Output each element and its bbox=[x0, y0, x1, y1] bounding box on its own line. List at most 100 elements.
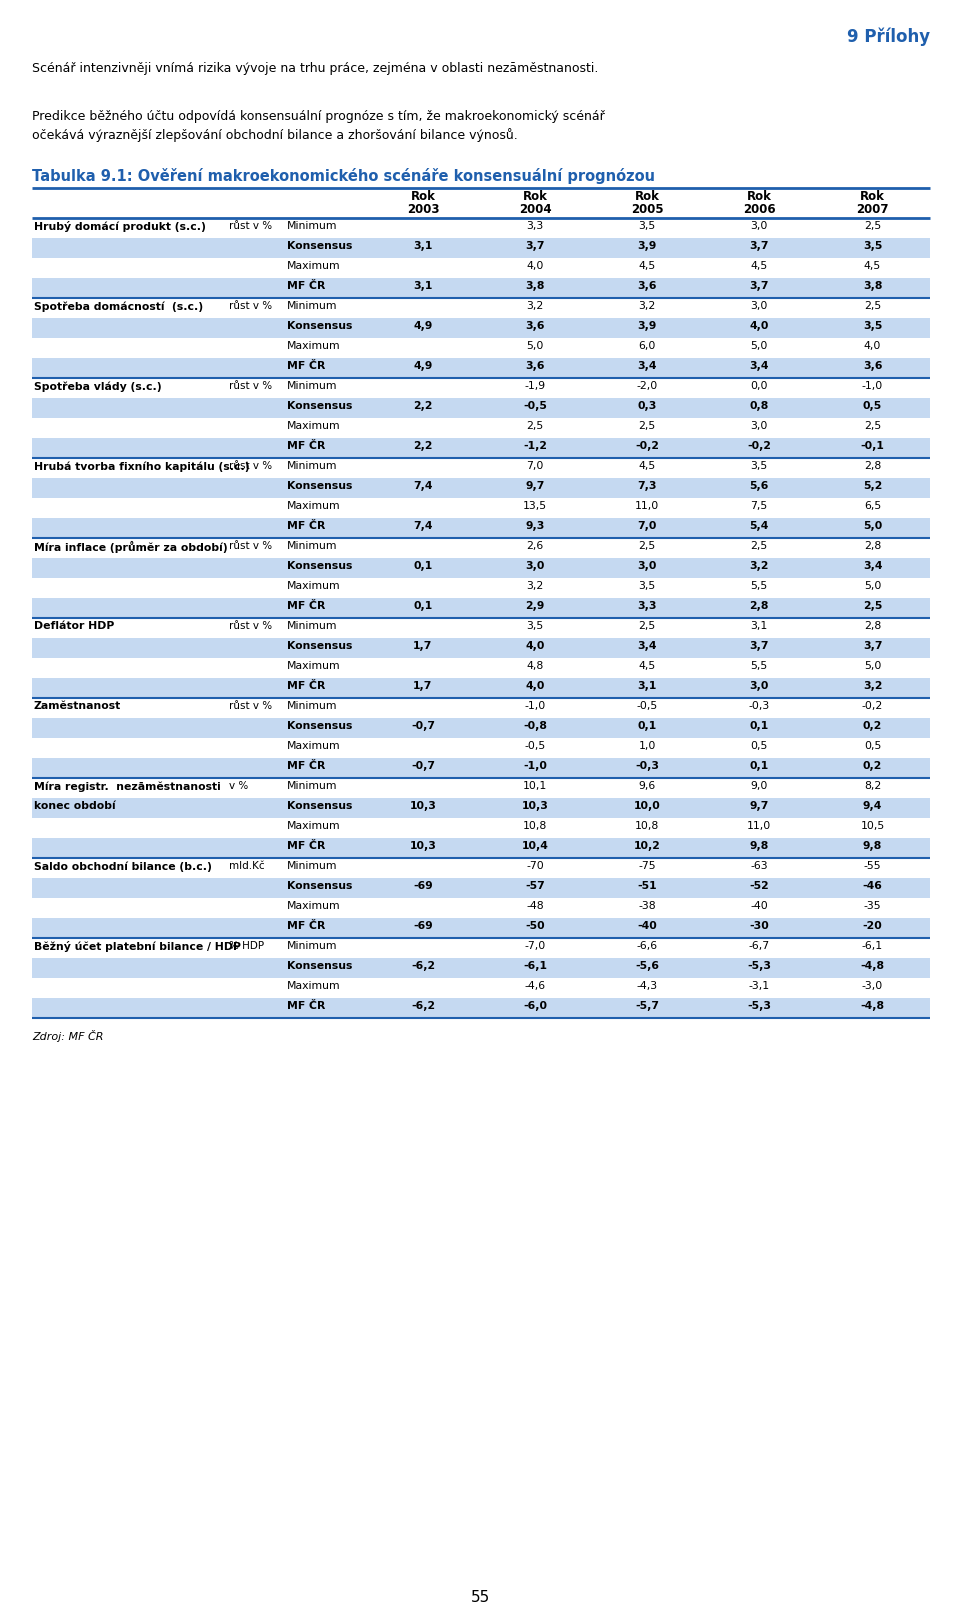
Text: růst v %: růst v % bbox=[229, 541, 272, 551]
Text: Tabulka 9.1: Ověření makroekonomického scénáře konsensuální prognózou: Tabulka 9.1: Ověření makroekonomického s… bbox=[32, 168, 655, 184]
Text: 3,8: 3,8 bbox=[863, 281, 882, 291]
Bar bbox=[32, 359, 930, 378]
Text: 3,1: 3,1 bbox=[637, 680, 657, 692]
Bar bbox=[32, 378, 930, 398]
Text: Konsensus: Konsensus bbox=[287, 482, 352, 491]
Text: -30: -30 bbox=[749, 921, 769, 931]
Text: -0,7: -0,7 bbox=[411, 721, 435, 730]
Text: 3,0: 3,0 bbox=[751, 221, 768, 231]
Text: Konsensus: Konsensus bbox=[287, 802, 352, 811]
Bar bbox=[32, 558, 930, 579]
Bar bbox=[32, 617, 930, 638]
Text: 3,5: 3,5 bbox=[638, 582, 656, 591]
Text: 3,4: 3,4 bbox=[863, 561, 882, 570]
Bar bbox=[32, 638, 930, 658]
Text: 9,7: 9,7 bbox=[525, 482, 544, 491]
Text: 2,8: 2,8 bbox=[864, 461, 881, 470]
Bar bbox=[32, 918, 930, 937]
Text: 3,6: 3,6 bbox=[525, 360, 544, 372]
Text: 3,7: 3,7 bbox=[749, 241, 769, 250]
Text: 9 Přílohy: 9 Přílohy bbox=[847, 27, 930, 47]
Text: Maximum: Maximum bbox=[287, 422, 341, 431]
Text: Maximum: Maximum bbox=[287, 341, 341, 351]
Text: 0,1: 0,1 bbox=[750, 761, 769, 771]
Text: 3,9: 3,9 bbox=[637, 241, 657, 250]
Bar bbox=[32, 877, 930, 898]
Text: -63: -63 bbox=[750, 861, 768, 871]
Text: růst v %: růst v % bbox=[229, 701, 272, 711]
Text: Minimum: Minimum bbox=[287, 941, 338, 950]
Text: 0,1: 0,1 bbox=[414, 601, 433, 611]
Text: 9,0: 9,0 bbox=[751, 781, 768, 790]
Text: 4,5: 4,5 bbox=[638, 661, 656, 671]
Bar bbox=[32, 478, 930, 498]
Text: Minimum: Minimum bbox=[287, 621, 338, 630]
Text: -6,6: -6,6 bbox=[636, 941, 658, 950]
Text: 2004: 2004 bbox=[518, 204, 551, 217]
Text: -2,0: -2,0 bbox=[636, 381, 658, 391]
Text: 10,1: 10,1 bbox=[523, 781, 547, 790]
Text: 10,0: 10,0 bbox=[634, 802, 660, 811]
Text: -0,3: -0,3 bbox=[635, 761, 659, 771]
Text: Konsensus: Konsensus bbox=[287, 642, 352, 651]
Text: -70: -70 bbox=[526, 861, 544, 871]
Text: 4,5: 4,5 bbox=[751, 262, 768, 271]
Text: 4,0: 4,0 bbox=[526, 262, 543, 271]
Text: 3,7: 3,7 bbox=[749, 281, 769, 291]
Text: 3,0: 3,0 bbox=[750, 680, 769, 692]
Text: 10,8: 10,8 bbox=[635, 821, 660, 831]
Text: Predikce běžného účtu odpovídá konsensuální prognóze s tím, že makroekonomický s: Predikce běžného účtu odpovídá konsensuá… bbox=[32, 110, 605, 123]
Text: 2,2: 2,2 bbox=[413, 441, 433, 451]
Text: růst v %: růst v % bbox=[229, 381, 272, 391]
Text: Konsensus: Konsensus bbox=[287, 241, 352, 250]
Bar bbox=[32, 278, 930, 297]
Text: -5,3: -5,3 bbox=[747, 1000, 771, 1012]
Text: 9,6: 9,6 bbox=[638, 781, 656, 790]
Text: 3,7: 3,7 bbox=[525, 241, 544, 250]
Text: Hrubá tvorba fixního kapitálu (s.c.): Hrubá tvorba fixního kapitálu (s.c.) bbox=[34, 461, 250, 472]
Bar bbox=[32, 698, 930, 718]
Bar bbox=[32, 999, 930, 1018]
Text: 4,5: 4,5 bbox=[638, 262, 656, 271]
Text: 3,0: 3,0 bbox=[525, 561, 544, 570]
Text: -1,0: -1,0 bbox=[862, 381, 883, 391]
Text: konec období: konec období bbox=[34, 802, 115, 811]
Text: 3,8: 3,8 bbox=[525, 281, 544, 291]
Text: 10,3: 10,3 bbox=[521, 802, 548, 811]
Text: 3,7: 3,7 bbox=[863, 642, 882, 651]
Text: 5,5: 5,5 bbox=[751, 582, 768, 591]
Text: Rok: Rok bbox=[860, 191, 885, 204]
Text: 7,0: 7,0 bbox=[637, 520, 657, 532]
Text: 4,9: 4,9 bbox=[414, 360, 433, 372]
Text: MF ČR: MF ČR bbox=[287, 441, 325, 451]
Text: MF ČR: MF ČR bbox=[287, 680, 325, 692]
Text: -1,9: -1,9 bbox=[524, 381, 545, 391]
Text: 3,3: 3,3 bbox=[637, 601, 657, 611]
Text: Maximum: Maximum bbox=[287, 742, 341, 751]
Text: MF ČR: MF ČR bbox=[287, 520, 325, 532]
Text: -1,0: -1,0 bbox=[523, 761, 547, 771]
Text: 4,9: 4,9 bbox=[414, 322, 433, 331]
Text: 9,8: 9,8 bbox=[863, 840, 882, 852]
Text: -4,8: -4,8 bbox=[860, 1000, 884, 1012]
Text: Rok: Rok bbox=[747, 191, 772, 204]
Text: MF ČR: MF ČR bbox=[287, 281, 325, 291]
Bar bbox=[32, 958, 930, 978]
Text: 7,3: 7,3 bbox=[637, 482, 657, 491]
Bar bbox=[32, 858, 930, 877]
Text: -0,3: -0,3 bbox=[749, 701, 770, 711]
Text: 2,5: 2,5 bbox=[638, 422, 656, 431]
Text: 2,5: 2,5 bbox=[526, 422, 543, 431]
Text: 0,1: 0,1 bbox=[414, 561, 433, 570]
Text: Konsensus: Konsensus bbox=[287, 881, 352, 890]
Text: 10,8: 10,8 bbox=[523, 821, 547, 831]
Text: Maximum: Maximum bbox=[287, 262, 341, 271]
Text: 4,5: 4,5 bbox=[638, 461, 656, 470]
Text: 0,3: 0,3 bbox=[637, 401, 657, 410]
Text: 2,5: 2,5 bbox=[863, 601, 882, 611]
Bar bbox=[32, 218, 930, 238]
Text: 0,2: 0,2 bbox=[863, 721, 882, 730]
Text: 3,5: 3,5 bbox=[863, 322, 882, 331]
Text: -1,0: -1,0 bbox=[524, 701, 545, 711]
Text: Minimum: Minimum bbox=[287, 381, 338, 391]
